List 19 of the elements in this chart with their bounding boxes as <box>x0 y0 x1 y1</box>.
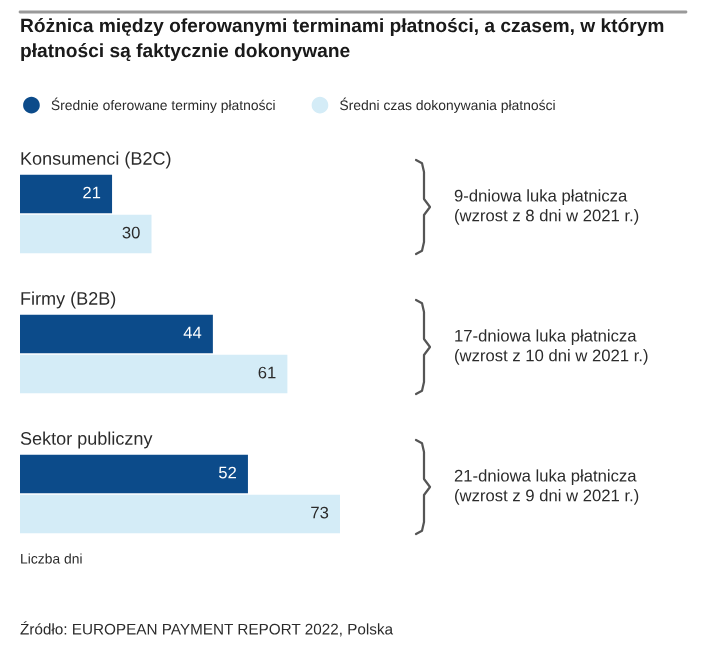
data-label: 21 <box>83 186 101 199</box>
data-label: 61 <box>258 366 276 379</box>
data-label: 52 <box>218 466 236 479</box>
text: 9-dniowa luka płatnicza (wzrost z 8 dni w 2021 r.) <box>454 189 639 225</box>
bar <box>20 494 340 534</box>
bar <box>20 174 113 214</box>
bar <box>20 454 248 494</box>
y-tick-label: Firmy (B2B) <box>21 291 116 309</box>
text: 21-dniowa luka płatnicza (wzrost z 9 dni w 2021 r.) <box>454 469 639 505</box>
bar <box>20 354 288 394</box>
data-label: 73 <box>311 506 329 519</box>
bar <box>20 314 213 354</box>
y-tick-label: Konsumenci (B2C) <box>21 151 171 169</box>
data-label: 44 <box>183 326 202 339</box>
y-tick-label: Sektor publiczny <box>20 431 153 449</box>
data-label: 30 <box>122 226 140 239</box>
bar <box>20 214 152 254</box>
chart-title: Różnica między oferowanymi terminami płatności, a czasem, w którym płatności są faktycznie dokonywane <box>21 18 664 62</box>
text: 17-dniowa luka płatnicza (wzrost z 10 dni w 2021 r.) <box>455 329 648 365</box>
